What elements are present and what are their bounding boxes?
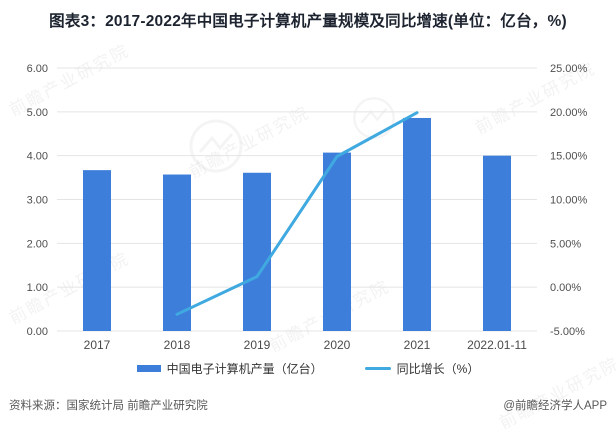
left-axis-tick: 1.00 [27,282,48,294]
x-axis-label-2020: 2020 [324,338,351,352]
legend-item-production: 中国电子计算机产量（亿台） [136,360,323,377]
bar-2017 [83,170,111,331]
bar-2018 [163,174,191,331]
line-series-swatch-icon [364,367,391,370]
left-axis-tick: 2.00 [27,238,48,250]
left-axis-tick: 5.00 [27,107,48,119]
x-axis-label-2021: 2021 [404,338,431,352]
right-axis-tick: -5.00% [550,326,585,338]
right-axis-tick: 25.00% [550,63,588,75]
right-axis-tick: 10.00% [550,195,588,207]
left-axis-tick: 0.00 [27,326,48,338]
legend-label-production: 中国电子计算机产量（亿台） [166,362,323,376]
x-axis-label-2019: 2019 [244,338,271,352]
right-axis-tick: 20.00% [550,107,588,119]
x-axis-label-2018: 2018 [164,338,191,352]
growth-line [175,111,419,316]
left-axis-tick: 6.00 [27,63,48,75]
legend-label-growth: 同比增长（%） [396,362,480,376]
chart-legend: 中国电子计算机产量（亿台） 同比增长（%） [0,360,616,377]
right-axis-tick: 15.00% [550,151,588,163]
bar-2019 [243,172,271,331]
right-axis-tick: 5.00% [550,238,581,250]
legend-item-growth: 同比增长（%） [364,360,480,377]
left-axis-tick: 4.00 [27,151,48,163]
bar-series-swatch-icon [136,365,161,372]
bar-2021 [403,117,431,331]
chart-title: 图表3：2017-2022年中国电子计算机产量规模及同比增速(单位：亿台，%) [49,13,567,30]
credit-note: @前瞻经济学人APP [503,400,607,412]
x-axis-label-2022.01-11: 2022.01-11 [467,338,527,352]
bar-2020 [323,152,351,331]
chart-footer: 资料来源：国家统计局 前瞻产业研究院 @前瞻经济学人APP [9,397,607,413]
x-axis-label-2017: 2017 [84,338,111,352]
left-axis-tick: 3.00 [27,195,48,207]
right-axis-tick: 0.00% [550,282,581,294]
source-note: 资料来源：国家统计局 前瞻产业研究院 [9,400,208,412]
bar-2022.01-11 [483,155,511,331]
